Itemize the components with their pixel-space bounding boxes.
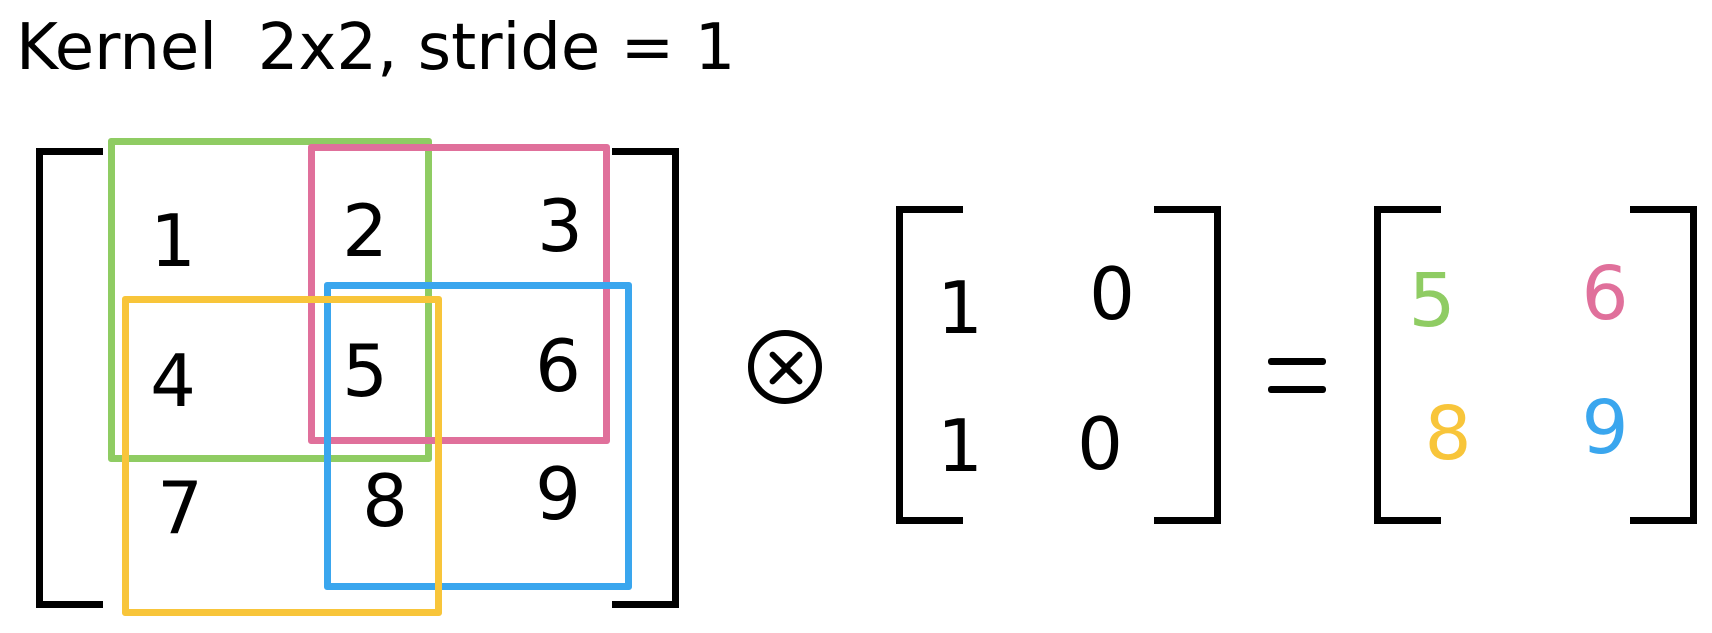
kernel-cell: 1 <box>937 404 983 488</box>
output-left-bracket <box>1374 206 1441 524</box>
output-cell-pink: 6 <box>1581 251 1629 337</box>
output-cell-green: 5 <box>1408 258 1456 344</box>
input-left-bracket <box>36 148 103 608</box>
output-cell-yellow: 8 <box>1424 391 1472 477</box>
input-cell: 7 <box>157 466 203 550</box>
kernel-cell: 1 <box>937 266 983 350</box>
input-cell: 9 <box>535 452 581 536</box>
input-cell: 2 <box>342 189 388 273</box>
diagram-title: Kernel 2x2, stride = 1 <box>16 11 736 85</box>
window-top-right-pink <box>308 144 610 444</box>
equals-bar-bottom <box>1268 386 1326 393</box>
convolution-operator-icon <box>748 330 822 404</box>
kernel-right-bracket <box>1154 206 1221 524</box>
input-cell: 6 <box>535 324 581 408</box>
output-right-bracket <box>1630 206 1697 524</box>
window-bottom-right-blue <box>324 282 632 590</box>
input-cell: 3 <box>537 184 583 268</box>
kernel-cell: 0 <box>1077 402 1123 486</box>
kernel-cell: 0 <box>1089 252 1135 336</box>
input-right-bracket <box>612 148 679 608</box>
window-bottom-left-yellow <box>122 296 442 616</box>
output-cell-blue: 9 <box>1581 385 1629 471</box>
equals-bar-top <box>1268 358 1326 365</box>
kernel-left-bracket <box>896 206 963 524</box>
input-cell: 5 <box>342 329 388 413</box>
input-cell: 8 <box>362 459 408 543</box>
input-cell: 1 <box>150 199 196 283</box>
input-cell: 4 <box>150 339 196 423</box>
